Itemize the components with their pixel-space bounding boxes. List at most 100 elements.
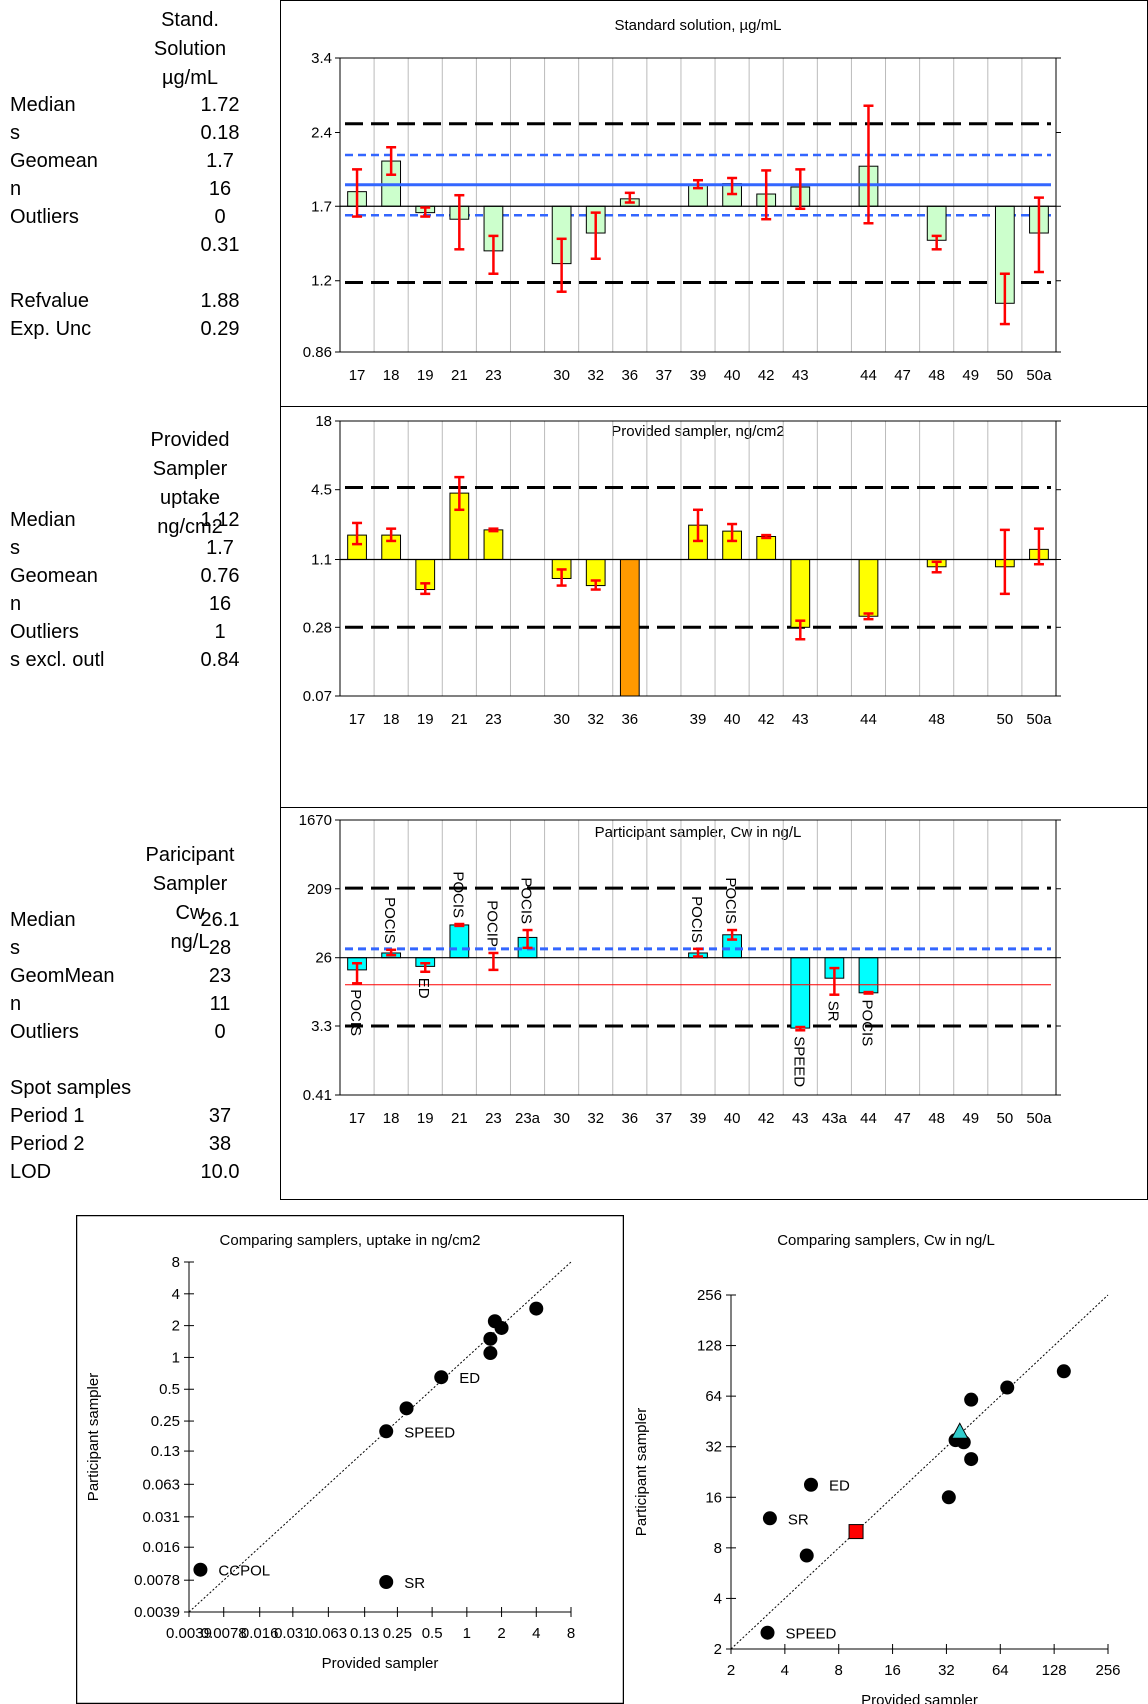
x-tick-label: 23a	[515, 1110, 541, 1127]
x-tick-label: 49	[962, 367, 979, 384]
stats-value: 23	[208, 965, 232, 987]
y-axis-label: Participant sampler	[85, 1373, 102, 1501]
data-point	[379, 1424, 394, 1439]
x-tick-label: 0.0078	[201, 1625, 247, 1642]
data-point	[494, 1320, 509, 1335]
stats-label: Median	[10, 509, 76, 531]
x-tick-label: 48	[928, 367, 945, 384]
stats-value: 0.31	[200, 234, 240, 256]
x-tick-label: 23	[485, 1110, 502, 1127]
stats-value: 1	[214, 621, 226, 643]
y-tick-label: 1.1	[311, 552, 332, 569]
stats-row: n 16	[10, 174, 260, 204]
stats-label: Median	[10, 909, 76, 931]
stats-value: 0	[214, 1021, 226, 1043]
stats-row: Spot samples	[10, 1073, 260, 1103]
stats-label: Outliers	[10, 1021, 79, 1043]
x-tick-label: 39	[690, 1110, 707, 1127]
x-tick-label: 2	[497, 1625, 505, 1642]
x-tick-label: 50	[997, 367, 1014, 384]
stats-row: s excl. outl 0.84	[10, 645, 260, 675]
x-tick-label: 2	[727, 1662, 735, 1679]
y-tick-label: 1.2	[311, 273, 332, 290]
chart-frame	[280, 807, 1148, 1200]
y-tick-label: 26	[315, 950, 332, 967]
x-tick-label: 40	[724, 1110, 741, 1127]
stats-row: Exp. Unc 0.29	[10, 314, 260, 344]
stats-value: 1.72	[200, 94, 240, 116]
stats-panel-standard: Stand. Solution µg/mL Median 1.72 s 0.18 Geomea…	[0, 0, 280, 380]
chart-frame	[624, 1215, 1148, 1704]
x-tick-label: 1	[463, 1625, 471, 1642]
stats-label: Period 2	[10, 1133, 85, 1155]
y-tick-label: 209	[307, 881, 332, 898]
x-tick-label: 0.0039	[166, 1625, 212, 1642]
stats-label: Spot samples	[10, 1077, 132, 1099]
x-tick-label: 43a	[822, 1110, 848, 1127]
stats-row: Outliers 0	[10, 1017, 260, 1047]
x-tick-label: 4	[781, 1662, 789, 1679]
x-tick-label: 42	[758, 367, 775, 384]
plot-area	[339, 57, 1057, 353]
y-tick-label: 4	[172, 1286, 180, 1303]
stats-value: 0.76	[200, 565, 240, 587]
x-tick-label: 48	[928, 1110, 945, 1127]
x-tick-label: 37	[656, 367, 673, 384]
x-tick-label: 0.063	[310, 1625, 348, 1642]
x-tick-label: 50a	[1026, 711, 1052, 728]
x-tick-label: 18	[383, 367, 400, 384]
x-tick-label: 39	[690, 367, 707, 384]
stats-value: 38	[208, 1133, 232, 1155]
x-tick-label: 8	[567, 1625, 575, 1642]
point-label: ED	[829, 1478, 850, 1495]
stats-label: n	[10, 993, 22, 1015]
point-label: SPEED	[404, 1424, 455, 1441]
stats-row: Median 1.72	[10, 90, 260, 120]
y-tick-label: 8	[172, 1254, 180, 1271]
stats-header-line: Sampler	[152, 458, 228, 480]
stats-row: n 11	[10, 989, 260, 1019]
y-tick-label: 0.0039	[134, 1604, 180, 1621]
x-tick-label: 47	[894, 367, 911, 384]
x-tick-label: 23	[485, 367, 502, 384]
bar-label: ED	[415, 978, 432, 999]
stats-value: 37	[208, 1105, 232, 1127]
y-tick-label: 0.86	[303, 344, 332, 361]
stats-label: s	[10, 122, 20, 144]
bar	[756, 535, 777, 561]
x-tick-label: 128	[1042, 1662, 1067, 1679]
data-point	[762, 1511, 777, 1526]
stats-label: n	[10, 593, 22, 615]
bar-label: SPEED	[790, 1036, 807, 1087]
special-point-triangle	[950, 1422, 969, 1439]
x-tick-label: 8	[835, 1662, 843, 1679]
stats-label: GeomMean	[10, 965, 115, 987]
stats-row: Geomean 1.7	[10, 146, 260, 176]
stats-label: Refvalue	[10, 290, 89, 312]
data-point	[1000, 1380, 1015, 1395]
stats-label: s	[10, 937, 20, 959]
stats-value: 26.1	[200, 909, 240, 931]
data-point	[804, 1477, 819, 1492]
stats-row: s 1.7	[10, 533, 260, 563]
x-tick-label: 40	[724, 367, 741, 384]
bar-label: POCIS	[858, 1000, 875, 1047]
stats-row: 0.31	[10, 230, 260, 260]
compare-cw-chart: Comparing samplers, Cw in ng/L 256 128 64 32…	[624, 1215, 1148, 1704]
data-point	[964, 1392, 979, 1407]
stats-row: GeomMean 23	[10, 961, 260, 991]
point-label: ED	[459, 1370, 480, 1387]
x-axis-label: Provided sampler	[322, 1655, 439, 1672]
stats-header-line: uptake	[159, 487, 221, 509]
y-tick-label: 0.0078	[134, 1572, 180, 1589]
y-tick-label: 1	[172, 1349, 180, 1366]
stats-panel-participant: Paricipant Sampler Cw ng/L Median 26.1 s 28 Geom…	[0, 0, 280, 1200]
x-tick-label: 18	[383, 711, 400, 728]
stats-value: 0.18	[200, 122, 240, 144]
stats-value: 0	[214, 206, 226, 228]
stats-label: Exp. Unc	[10, 318, 92, 340]
stats-header-line: Provided	[150, 429, 230, 451]
x-tick-label: 32	[587, 711, 604, 728]
stats-value: 1.88	[200, 290, 240, 312]
x-tick-label: 30	[553, 367, 570, 384]
